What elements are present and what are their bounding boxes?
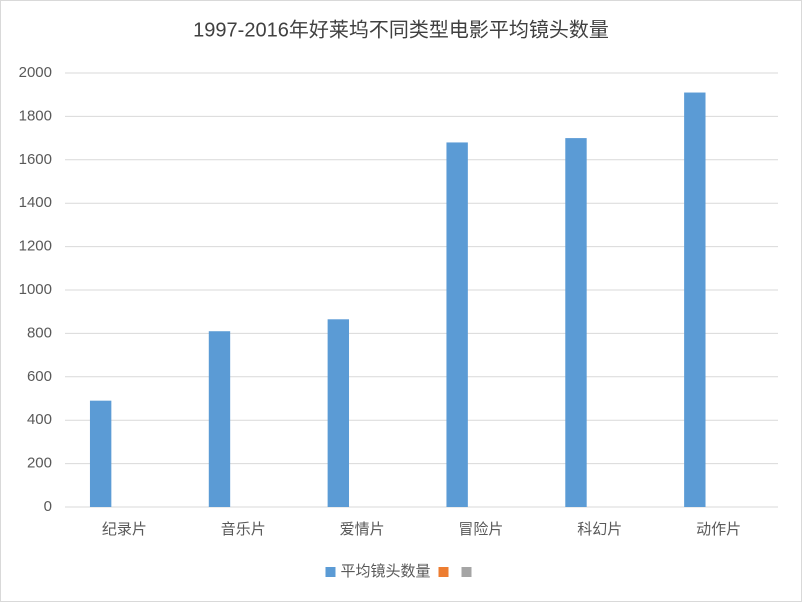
chart-title: 1997-2016年好莱坞不同类型电影平均镜头数量 — [193, 18, 609, 41]
x-tick-label: 动作片 — [696, 521, 741, 538]
bar — [565, 138, 587, 507]
y-tick-label: 2000 — [19, 64, 52, 81]
bar — [89, 400, 112, 507]
x-tick-label: 音乐片 — [221, 521, 266, 538]
x-tick-label: 爱情片 — [340, 521, 385, 538]
legend-swatch — [438, 567, 449, 577]
bar — [327, 319, 350, 507]
legend-swatch — [461, 567, 472, 577]
bar — [684, 92, 706, 507]
y-tick-label: 1800 — [19, 107, 52, 124]
y-tick-label: 1600 — [19, 151, 52, 168]
legend: 平均镜头数量 — [325, 562, 472, 580]
x-tick-label: 冒险片 — [458, 521, 503, 538]
x-tick-label: 纪录片 — [102, 521, 147, 538]
y-tick-label: 600 — [27, 368, 52, 385]
y-tick-label: 400 — [27, 411, 52, 428]
legend-label: 平均镜头数量 — [340, 562, 430, 580]
bar — [208, 331, 231, 507]
y-tick-label: 800 — [27, 324, 52, 341]
y-tick-label: 0 — [44, 498, 52, 515]
y-tick-label: 1200 — [19, 238, 52, 255]
y-tick-label: 1000 — [19, 281, 52, 298]
y-tick-label: 200 — [27, 455, 52, 472]
y-tick-label: 1400 — [19, 194, 52, 211]
x-tick-label: 科幻片 — [577, 521, 622, 538]
legend-swatch — [325, 567, 336, 577]
bar — [446, 142, 468, 507]
